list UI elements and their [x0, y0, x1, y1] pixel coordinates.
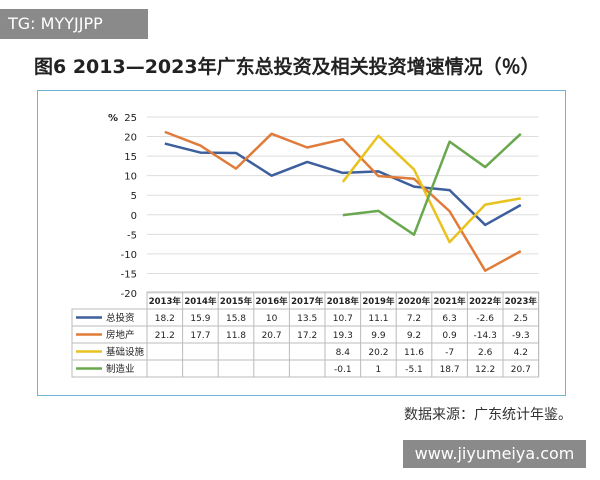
- data-label: 11.8: [226, 331, 246, 341]
- data-label: 0.9: [442, 331, 457, 341]
- x-tick-label: 2018年: [327, 296, 360, 307]
- data-label: 1: [376, 365, 382, 375]
- data-label: 2.5: [514, 314, 528, 324]
- data-label: -7: [445, 348, 454, 358]
- y-tick-label: -15: [121, 269, 137, 280]
- data-label: 2.6: [478, 348, 493, 358]
- x-tick-label: 2015年: [220, 296, 253, 307]
- series-line-总投资: [164, 142, 522, 227]
- data-label: 15.9: [190, 314, 210, 324]
- data-label: 15.8: [226, 314, 246, 324]
- data-label: 20.2: [368, 348, 388, 358]
- data-label: 18.2: [155, 314, 175, 324]
- data-label: 17.7: [190, 331, 210, 341]
- source-note: 数据来源：广东统计年鉴。: [404, 407, 572, 423]
- x-tick-label: 2021年: [434, 296, 467, 307]
- data-label: 19.3: [333, 331, 353, 341]
- x-tick-label: 2022年: [469, 296, 502, 307]
- data-label: 17.2: [297, 331, 317, 341]
- site-watermark: www.jiyumeiya.com: [403, 440, 586, 468]
- data-label: 10.7: [333, 314, 353, 324]
- chart-title: 图6 2013—2023年广东总投资及相关投资增速情况（％）: [34, 56, 540, 78]
- data-label: -9.3: [512, 331, 530, 341]
- data-label: -0.1: [334, 365, 352, 375]
- chart-frame: [37, 90, 566, 396]
- y-tick-label: 25: [124, 113, 137, 124]
- x-tick-label: 2020年: [398, 296, 431, 307]
- data-label: 10: [266, 314, 278, 324]
- x-tick-label: 2017年: [291, 296, 324, 307]
- y-tick-label: -20: [121, 289, 137, 300]
- data-label: 9.9: [371, 331, 386, 341]
- y-tick-label: 10: [124, 172, 137, 183]
- y-tick-label: -10: [121, 250, 137, 261]
- data-label: -5.1: [405, 365, 423, 375]
- data-label: 11.1: [368, 314, 388, 324]
- y-axis-label: %: [108, 113, 118, 124]
- table-row: [71, 359, 540, 378]
- watermark: TG: MYYJJPP: [0, 9, 148, 39]
- series-line-基础设施: [341, 134, 522, 244]
- data-label: 21.2: [155, 331, 175, 341]
- data-label: 9.2: [407, 331, 421, 341]
- x-tick-label: 2013年: [149, 296, 182, 307]
- y-tick-label: -5: [127, 230, 137, 241]
- data-label: 18.7: [440, 365, 460, 375]
- y-tick-label: 5: [131, 191, 137, 202]
- data-label: 7.2: [407, 314, 421, 324]
- data-label: 4.2: [514, 348, 528, 358]
- legend-label: 基础设施: [106, 346, 145, 358]
- y-tick-label: 15: [124, 152, 137, 163]
- data-label: 6.3: [442, 314, 456, 324]
- data-label: 13.5: [297, 314, 317, 324]
- data-label: 20.7: [262, 331, 282, 341]
- legend-label: 总投资: [106, 312, 135, 324]
- data-label: 12.2: [475, 365, 495, 375]
- data-label: 11.6: [404, 348, 424, 358]
- x-tick-label: 2023年: [505, 296, 538, 307]
- y-tick-label: 20: [124, 133, 137, 144]
- x-tick-label: 2016年: [256, 296, 289, 307]
- legend-label: 房地产: [106, 329, 135, 341]
- data-label: 20.7: [511, 365, 531, 375]
- data-label: -14.3: [474, 331, 497, 341]
- x-tick-label: 2019年: [362, 296, 395, 307]
- legend-label: 制造业: [106, 363, 135, 375]
- series-line-制造业: [342, 132, 522, 236]
- y-tick-label: 0: [131, 211, 137, 222]
- x-tick-label: 2014年: [184, 296, 217, 307]
- data-label: 8.4: [336, 348, 351, 358]
- data-label: -2.6: [476, 314, 494, 324]
